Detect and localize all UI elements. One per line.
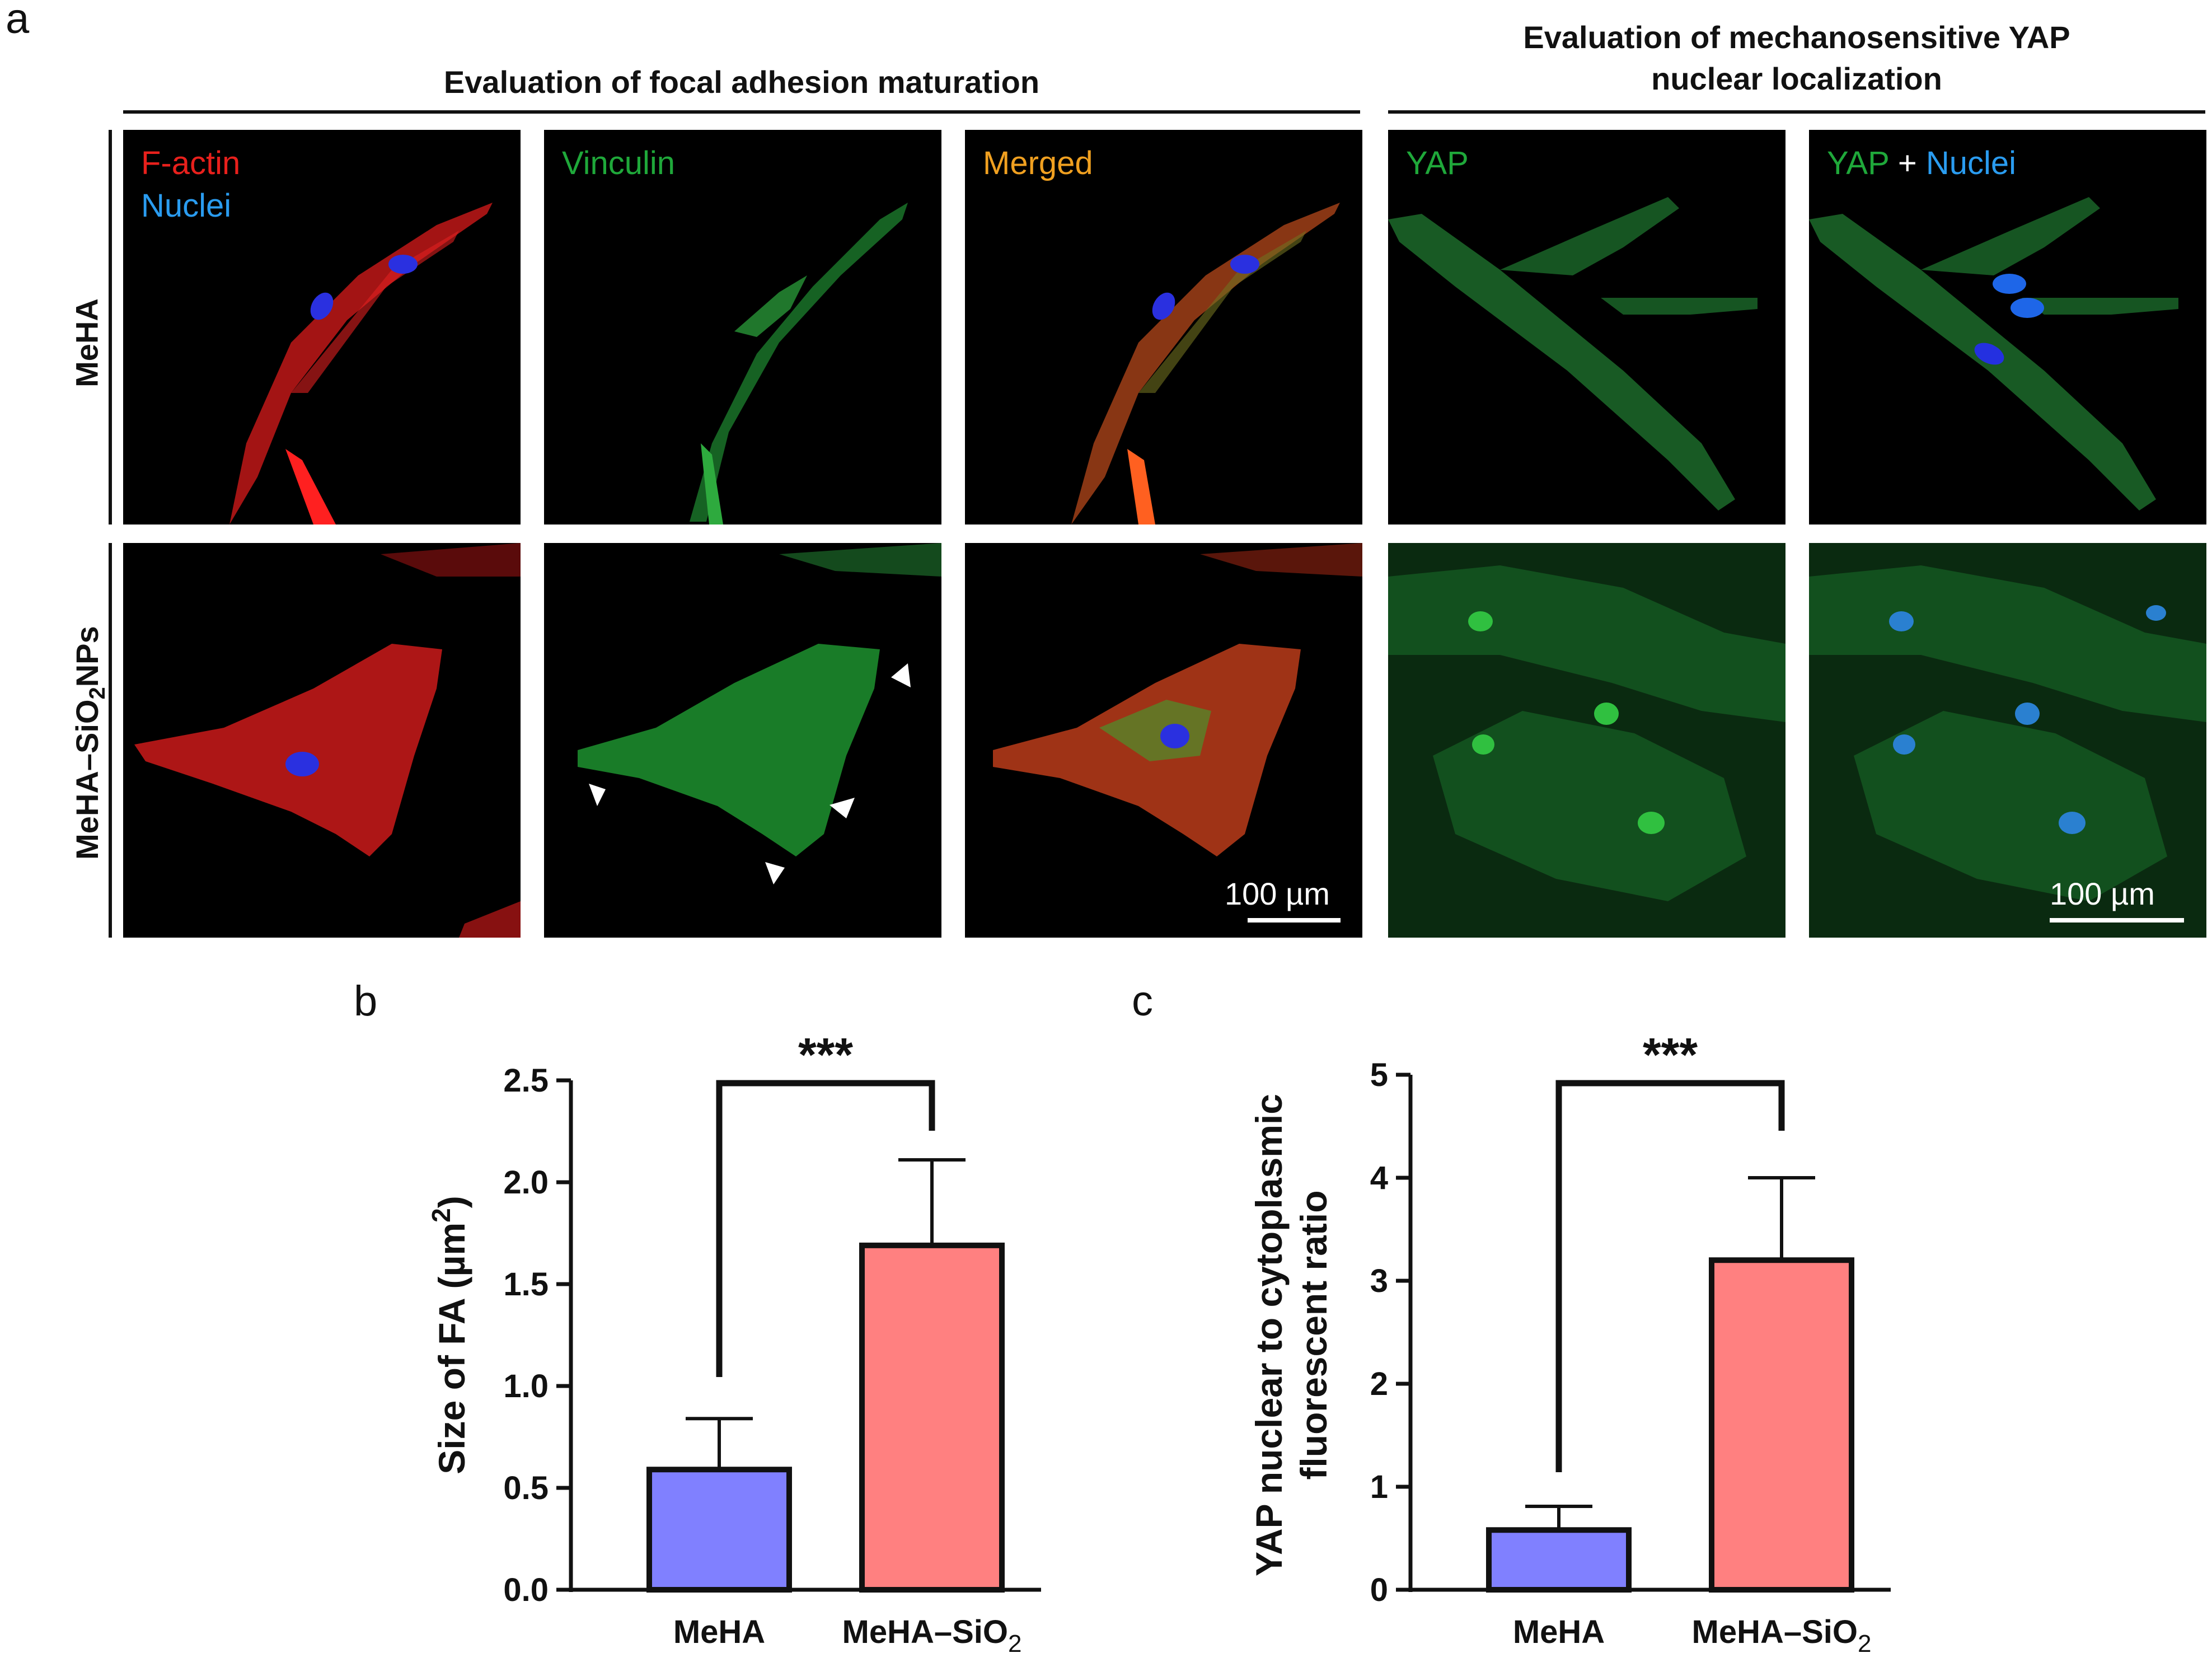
y-tick-label: 5 <box>1370 1057 1388 1093</box>
significance-bracket <box>716 1080 935 1377</box>
bar-meha-sio2 <box>859 1242 1005 1593</box>
label-factin: F-actin <box>141 145 241 181</box>
y-axis-label-line2: fluorescent ratio <box>1293 1190 1334 1479</box>
section-title-focal-adhesion: Evaluation of focal adhesion maturation <box>443 64 1040 100</box>
image-sio2-merged-art <box>993 543 1362 856</box>
arrowhead-4 <box>765 862 785 884</box>
bar-meha-sio2 <box>1709 1257 1854 1593</box>
panel-b-letter: b <box>354 977 378 1025</box>
label-yap2: YAP <box>1827 145 1889 181</box>
chart-b: 0.0 0.5 1.0 1.5 2.0 2.5 MeHA MeHA–SiO2 *** Size o… <box>427 1028 1041 1657</box>
panel-c-letter: c <box>1132 977 1153 1025</box>
section-line-right <box>1388 110 2205 114</box>
y-tick-label: 0 <box>1370 1572 1388 1608</box>
scale-bar-right <box>2050 918 2184 923</box>
row2-sub: 2 <box>85 687 110 700</box>
x-tick-label: MeHA–SiO2 <box>842 1614 1022 1657</box>
y-tick-label: 0.5 <box>503 1470 549 1506</box>
image-meha-vinculin: Vinculin <box>544 130 941 525</box>
section-title-yap-line1: Evaluation of mechanosensitive YAP <box>1523 20 2070 55</box>
label-nuclei2: Nuclei <box>1925 145 2016 181</box>
scale-bar-label-right: 100 µm <box>2050 876 2155 911</box>
image-sio2-merged: 100 µm <box>965 543 1362 938</box>
image-sio2-yap <box>1388 543 1785 938</box>
arrowhead-2 <box>589 784 606 806</box>
label-yap: YAP <box>1406 145 1469 181</box>
row2-prefix: MeHA–SiO <box>69 699 105 860</box>
bar-meha <box>1486 1527 1632 1593</box>
image-sio2-yap-nuclei-art <box>1809 543 2206 938</box>
x-tick-label: MeHA <box>1513 1614 1605 1650</box>
label-merged: Merged <box>983 145 1093 181</box>
image-meha-merged-art <box>1071 203 1340 525</box>
row-bar-mehe <box>109 130 112 525</box>
label-factin-nuclei: F-actin Nuclei <box>141 142 240 227</box>
label-vinculin: Vinculin <box>562 145 676 181</box>
scale-bar-label-left: 100 µm <box>1225 876 1330 911</box>
label-plus: + <box>1888 145 1926 181</box>
image-meha-yap: YAP <box>1388 130 1785 525</box>
y-tick-label: 2.0 <box>503 1164 549 1201</box>
arrowhead-3 <box>830 798 855 818</box>
y-tick-label: 2.5 <box>503 1062 549 1099</box>
image-meha-merged: Merged <box>965 130 1362 525</box>
significance-stars: *** <box>1643 1028 1698 1081</box>
image-sio2-yap-nuclei: 100 µm <box>1809 543 2206 938</box>
image-meha-yap-art <box>1388 197 1758 511</box>
image-sio2-vinculin-art <box>578 543 941 884</box>
image-sio2-vinculin <box>544 543 941 938</box>
image-sio2-yap-art <box>1388 543 1785 938</box>
y-tick-label: 1.5 <box>503 1266 549 1303</box>
x-tick-label: MeHA–SiO2 <box>1692 1614 1872 1657</box>
section-line-left <box>123 110 1360 114</box>
image-meha-yap-nuclei: YAP + Nuclei <box>1809 130 2206 525</box>
image-sio2-factin-art <box>134 543 521 938</box>
significance-bracket <box>1555 1080 1785 1472</box>
scale-bar-left <box>1248 918 1341 923</box>
arrowhead-1 <box>891 663 911 687</box>
image-meha-yap-nuclei-art <box>1809 197 2178 511</box>
image-sio2-factin-nuclei <box>123 543 521 938</box>
image-meha-vinculin-art <box>690 203 908 525</box>
row-bar-mehe-sio2 <box>109 543 112 938</box>
y-tick-label: 1.0 <box>503 1368 549 1404</box>
y-tick-label: 0.0 <box>503 1572 549 1608</box>
bar-meha <box>646 1467 792 1593</box>
row-label-meha: MeHA <box>69 298 105 387</box>
y-axis-label: Size of FA (µm2) <box>427 1196 472 1474</box>
section-title-yap-line2: nuclear localization <box>1651 61 1942 96</box>
section-title-yap: Evaluation of mechanosensitive YAP nucle… <box>1388 17 2205 100</box>
y-tick-label: 3 <box>1370 1263 1388 1299</box>
x-tick-label: MeHA <box>673 1614 765 1650</box>
y-tick-label: 2 <box>1370 1366 1388 1402</box>
y-tick-label: 4 <box>1370 1160 1388 1196</box>
significance-stars: *** <box>798 1028 853 1081</box>
image-meha-factin-nuclei: F-actin Nuclei <box>123 130 521 525</box>
row-label-meha-sio2-nps: MeHA–SiO2NPs <box>69 561 110 925</box>
panel-a-letter: a <box>6 0 30 43</box>
row2-suffix: NPs <box>69 626 105 687</box>
y-axis-label-line1: YAP nuclear to cytoplasmic <box>1248 1094 1290 1576</box>
chart-c: 0 1 2 3 4 5 MeHA MeHA–SiO2 *** YAP nuclear to cyt… <box>1248 1028 1891 1657</box>
label-yap-plus-nuclei: YAP + Nuclei <box>1827 142 2016 185</box>
y-tick-label: 1 <box>1370 1469 1388 1505</box>
image-meha-factin-art <box>229 203 493 525</box>
label-nuclei: Nuclei <box>141 188 232 224</box>
